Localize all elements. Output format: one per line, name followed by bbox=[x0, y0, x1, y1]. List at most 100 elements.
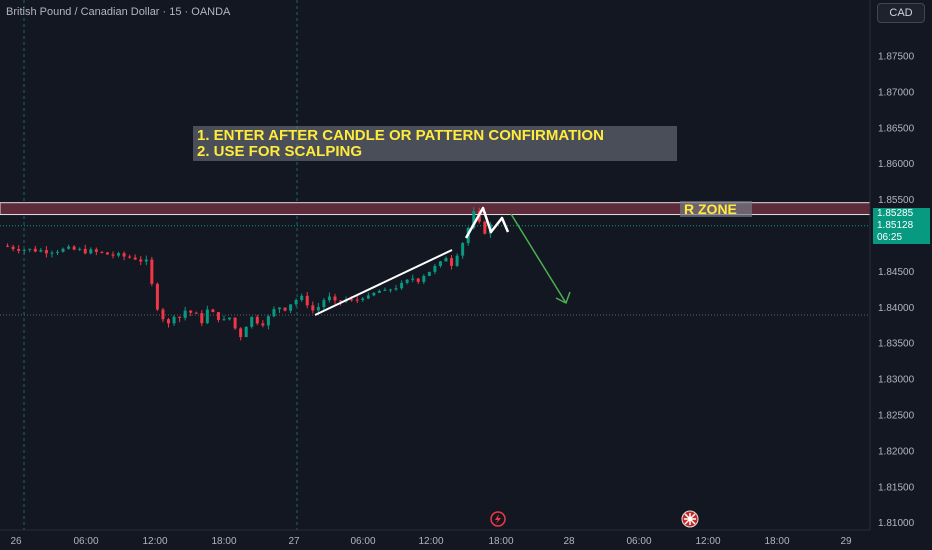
candle-body bbox=[461, 243, 465, 256]
candle-body bbox=[372, 292, 376, 296]
strategy-note[interactable]: 1. ENTER AFTER CANDLE OR PATTERN CONFIRM… bbox=[193, 126, 677, 161]
price-tick-label: 1.85500 bbox=[878, 195, 915, 206]
candle-body bbox=[366, 295, 370, 299]
candle-body bbox=[333, 296, 337, 301]
candle-body bbox=[472, 211, 476, 228]
projection-arrow[interactable] bbox=[510, 213, 567, 304]
candle-body bbox=[427, 271, 431, 276]
candle-body bbox=[200, 313, 204, 324]
price-tick-label: 1.86500 bbox=[878, 123, 915, 134]
candle-body bbox=[39, 250, 43, 252]
candle-body bbox=[28, 248, 32, 250]
candle-body bbox=[117, 253, 121, 256]
candle-body bbox=[50, 252, 54, 254]
candle-body bbox=[233, 317, 237, 329]
time-tick-label: 06:00 bbox=[626, 536, 651, 547]
candle-body bbox=[89, 249, 93, 254]
price-axis[interactable]: 1.875001.870001.865001.860001.855001.850… bbox=[878, 52, 915, 530]
candle-body bbox=[122, 253, 126, 257]
candle-body bbox=[111, 254, 115, 256]
candle-body bbox=[283, 307, 287, 311]
candle-body bbox=[455, 255, 459, 266]
candle-body bbox=[144, 259, 148, 262]
time-tick-label: 18:00 bbox=[488, 536, 513, 547]
candle-body bbox=[139, 259, 143, 262]
price-tick-label: 1.84500 bbox=[878, 267, 915, 278]
note-line-1: 1. ENTER AFTER CANDLE OR PATTERN CONFIRM… bbox=[197, 127, 604, 144]
candle-body bbox=[411, 278, 415, 280]
last-price-tag: 1.85128 06:25 bbox=[873, 220, 930, 244]
candle-body bbox=[350, 299, 354, 301]
candle-body bbox=[78, 248, 82, 250]
candle-body bbox=[56, 251, 59, 253]
candle-body bbox=[305, 295, 309, 306]
trend-line[interactable] bbox=[314, 249, 453, 316]
candle-body bbox=[433, 265, 437, 272]
candle-body bbox=[311, 305, 315, 311]
session-lines bbox=[23, 0, 298, 530]
candle-body bbox=[172, 316, 176, 324]
candle-body bbox=[250, 316, 254, 327]
candle-body bbox=[327, 296, 331, 301]
candle-body bbox=[339, 300, 343, 302]
candle-body bbox=[94, 249, 98, 252]
currency-button[interactable]: CAD bbox=[877, 3, 925, 23]
pattern-zigzag[interactable] bbox=[464, 206, 510, 239]
candle-body bbox=[189, 310, 193, 313]
bar-countdown: 06:25 bbox=[877, 232, 903, 243]
candle-body bbox=[400, 282, 404, 289]
price-tick-label: 1.83000 bbox=[878, 375, 915, 386]
candle-body bbox=[167, 319, 170, 324]
candle-body bbox=[422, 275, 426, 282]
candle-body bbox=[389, 289, 392, 291]
price-tick-label: 1.81500 bbox=[878, 482, 915, 493]
candle-body bbox=[228, 317, 232, 320]
candle-body bbox=[261, 323, 265, 326]
candle-body bbox=[178, 316, 182, 318]
time-tick-label: 18:00 bbox=[211, 536, 236, 547]
candle-body bbox=[205, 309, 209, 324]
price-tick-label: 1.87500 bbox=[878, 52, 915, 63]
lightning-icon[interactable] bbox=[490, 511, 506, 527]
time-tick-label: 18:00 bbox=[764, 536, 789, 547]
candle-body bbox=[128, 256, 132, 258]
candle-body bbox=[300, 295, 304, 300]
candle-body bbox=[6, 245, 10, 247]
time-tick-label: 06:00 bbox=[350, 536, 375, 547]
candle-body bbox=[322, 300, 326, 308]
candle-body bbox=[416, 278, 420, 282]
candle-body bbox=[133, 257, 137, 260]
candle-body bbox=[67, 246, 71, 249]
time-tick-label: 26 bbox=[10, 536, 22, 547]
time-tick-label: 12:00 bbox=[142, 536, 167, 547]
candle-body bbox=[100, 251, 104, 253]
uk-flag-icon[interactable] bbox=[681, 510, 699, 528]
candle-body bbox=[278, 307, 281, 310]
candle-body bbox=[377, 290, 381, 293]
symbol-title[interactable]: British Pound / Canadian Dollar · 15 · O… bbox=[6, 6, 231, 18]
candle-body bbox=[483, 221, 487, 234]
candle-body bbox=[33, 248, 37, 252]
price-tick-label: 1.84000 bbox=[878, 303, 915, 314]
projection-arrow-head bbox=[555, 291, 571, 305]
candle-body bbox=[183, 310, 187, 318]
r-zone-label[interactable]: R ZONE bbox=[680, 201, 752, 217]
candle-body bbox=[355, 299, 359, 301]
candle-body bbox=[44, 250, 48, 254]
candle-body bbox=[216, 312, 220, 320]
price-tick-label: 1.83500 bbox=[878, 339, 915, 350]
candle-body bbox=[266, 316, 270, 326]
time-axis[interactable]: 26 06:00 12:00 18:00 27 06:00 12:00 18:00 28 06:0… bbox=[10, 536, 852, 547]
price-tick-label: 1.81000 bbox=[878, 518, 915, 529]
candle-body bbox=[361, 298, 365, 300]
time-tick-label: 06:00 bbox=[73, 536, 98, 547]
candles bbox=[6, 207, 492, 341]
price-tick-label: 1.87000 bbox=[878, 87, 915, 98]
candle-body bbox=[83, 248, 87, 254]
time-tick-label: 12:00 bbox=[418, 536, 443, 547]
drawings[interactable] bbox=[314, 206, 571, 316]
candle-body bbox=[438, 261, 442, 266]
candle-body bbox=[161, 309, 165, 320]
candle-body bbox=[244, 326, 248, 338]
